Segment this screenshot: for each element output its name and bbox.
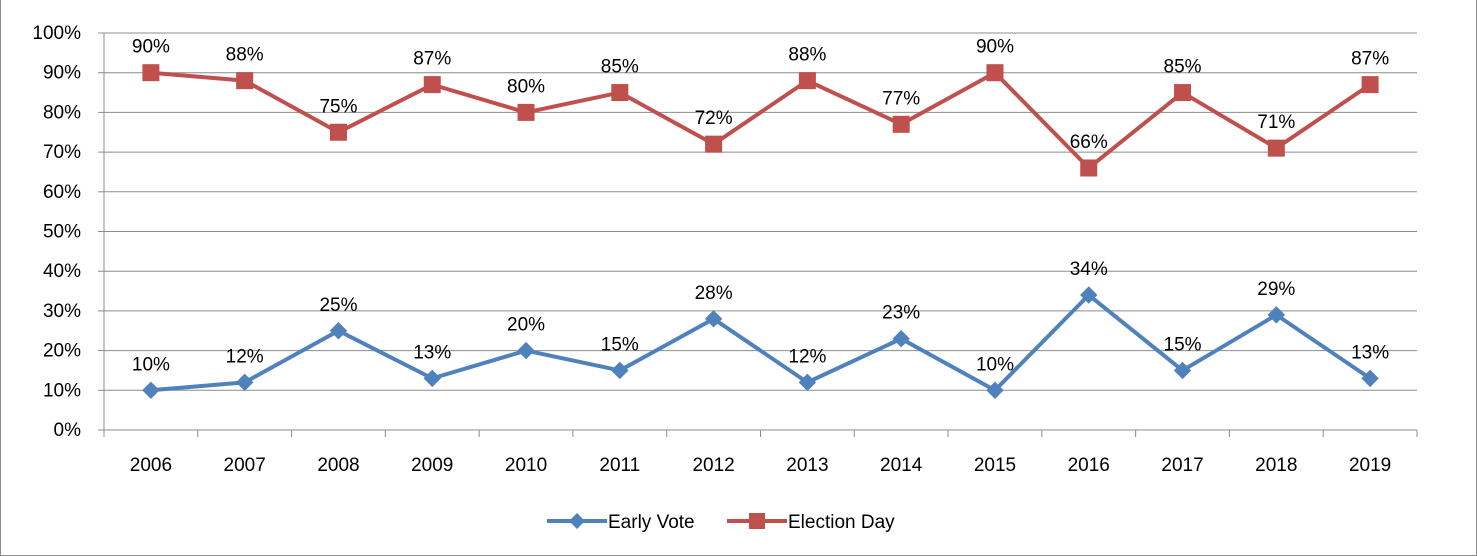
data-label-early-vote: 15% (1164, 334, 1202, 355)
data-label-election-day: 90% (132, 37, 170, 58)
data-label-election-day: 90% (976, 37, 1014, 58)
y-tick-label: 20% (43, 341, 81, 362)
data-labels: 10% 12% 25% 13% 20% 15% 28% 12% 23% 10% 34% 15% 29% 1… (132, 37, 1389, 376)
data-label-election-day: 88% (226, 45, 264, 66)
data-label-early-vote: 15% (601, 334, 639, 355)
y-tick-label: 30% (43, 301, 81, 322)
data-label-election-day: 87% (413, 49, 451, 70)
y-tick-label: 50% (43, 222, 81, 243)
data-point-early-vote (611, 361, 629, 380)
data-label-election-day: 77% (882, 88, 920, 109)
x-tick-label: 2018 (1255, 455, 1297, 476)
data-point-early-vote (235, 373, 254, 392)
y-tick-label: 0% (54, 420, 82, 441)
data-point-early-vote (423, 369, 441, 388)
y-tick-label: 80% (43, 102, 81, 123)
x-tick-label: 2017 (1161, 455, 1203, 476)
data-point-early-vote (1080, 286, 1098, 304)
x-tick-label: 2014 (880, 455, 923, 476)
data-point-election-day (798, 72, 816, 90)
data-label-election-day: 85% (1164, 57, 1202, 78)
legend-marker (749, 513, 765, 529)
data-label-early-vote: 13% (1351, 342, 1389, 363)
data-label-early-vote: 25% (319, 295, 357, 316)
gridlines (104, 32, 1417, 391)
x-tick-label: 2006 (130, 455, 172, 476)
x-tick-label: 2019 (1349, 455, 1391, 476)
y-tick-label: 100% (32, 23, 81, 44)
data-point-early-vote (329, 322, 348, 340)
data-point-early-vote (798, 373, 817, 392)
y-tick-label: 90% (43, 63, 81, 84)
data-label-early-vote: 12% (788, 346, 826, 367)
data-point-election-day (1080, 159, 1098, 177)
data-point-election-day (1361, 76, 1379, 94)
data-label-election-day: 71% (1257, 112, 1295, 133)
legend-marker (569, 513, 585, 529)
data-point-early-vote (704, 310, 723, 328)
legend: Early Vote Election Day (547, 512, 895, 533)
data-point-election-day (611, 84, 629, 102)
x-tick-label: 2007 (224, 455, 266, 476)
data-point-early-vote (1173, 361, 1192, 380)
data-label-early-vote: 20% (507, 315, 545, 336)
data-point-early-vote (892, 329, 910, 348)
data-label-early-vote: 34% (1070, 259, 1108, 280)
x-tick-label: 2015 (974, 455, 1016, 476)
legend-label-early-vote: Early Vote (608, 512, 695, 533)
data-label-early-vote: 28% (695, 283, 733, 304)
data-label-election-day: 85% (601, 57, 639, 78)
data-point-election-day (1267, 139, 1285, 157)
data-point-election-day (423, 76, 441, 94)
series-line-election-day (150, 70, 1372, 170)
data-point-early-vote (1267, 306, 1286, 324)
x-tick-label: 2012 (692, 455, 734, 476)
x-tick-label: 2011 (599, 455, 640, 476)
legend-label-election-day: Election Day (788, 512, 895, 533)
data-label-early-vote: 10% (132, 354, 170, 375)
data-label-early-vote: 10% (976, 354, 1014, 375)
data-label-election-day: 72% (695, 108, 733, 129)
x-tick-label: 2013 (786, 455, 828, 476)
data-point-election-day (142, 64, 160, 82)
y-tick-label: 10% (43, 380, 81, 401)
data-point-early-vote (1361, 369, 1379, 388)
data-label-election-day: 75% (319, 96, 357, 117)
y-tick-label: 60% (43, 182, 81, 203)
data-label-early-vote: 29% (1257, 279, 1295, 300)
data-point-election-day (329, 123, 347, 141)
data-label-election-day: 87% (1351, 49, 1389, 70)
data-point-early-vote (142, 381, 160, 400)
y-tick-label: 70% (43, 142, 81, 163)
series-lines (142, 64, 1379, 400)
data-label-early-vote: 12% (226, 346, 264, 367)
data-label-election-day: 88% (788, 45, 826, 66)
data-point-early-vote (517, 341, 535, 360)
x-tick-label: 2008 (317, 455, 359, 476)
data-point-election-day (705, 135, 723, 153)
axes: 0% 10% 20% 30% 40% 50% 60% 70% 80% 90% 100% 2006 200… (32, 23, 1418, 476)
x-tick-label: 2016 (1068, 455, 1110, 476)
y-tick-label: 40% (43, 261, 81, 282)
data-label-election-day: 66% (1070, 132, 1108, 153)
data-point-election-day (1174, 84, 1192, 102)
data-point-election-day (986, 64, 1004, 82)
data-point-election-day (517, 103, 535, 121)
data-label-early-vote: 13% (413, 342, 451, 363)
series-line-early-vote (150, 293, 1372, 393)
data-point-election-day (892, 115, 910, 133)
data-label-early-vote: 23% (882, 303, 920, 324)
data-label-election-day: 80% (507, 76, 545, 97)
data-point-early-vote (986, 381, 1004, 400)
x-tick-label: 2010 (505, 455, 547, 476)
data-point-election-day (236, 72, 254, 90)
x-tick-label: 2009 (411, 455, 453, 476)
